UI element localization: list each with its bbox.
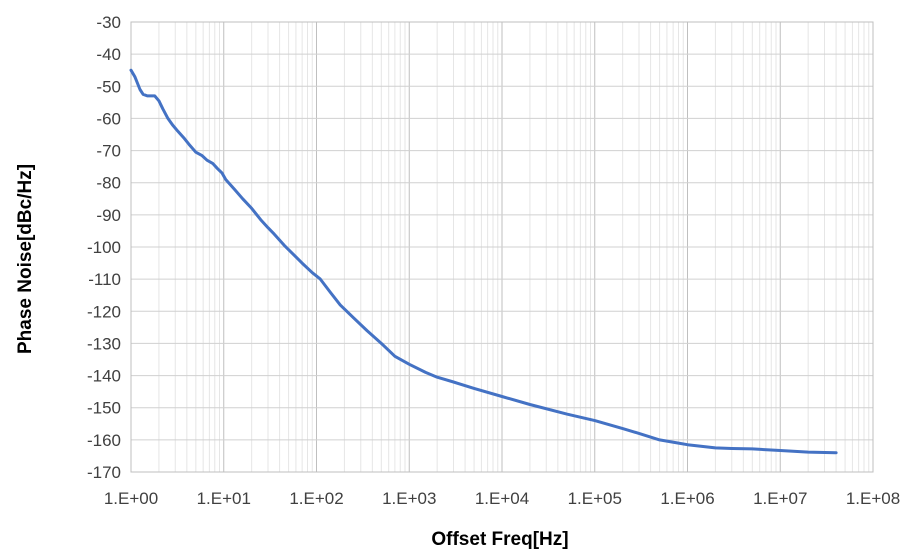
- x-tick-label: 1.E+05: [568, 489, 622, 508]
- y-axis-title: Phase Noise[dBc/Hz]: [15, 164, 36, 354]
- y-tick-label: -40: [96, 45, 121, 64]
- plot-border: [130, 21, 874, 473]
- y-tick-label: -150: [87, 399, 121, 418]
- x-tick-label: 1.E+00: [104, 489, 158, 508]
- y-tick-label: -30: [96, 13, 121, 32]
- y-tick-label: -120: [87, 302, 121, 321]
- x-tick-label: 1.E+04: [475, 489, 529, 508]
- y-tick-label: -90: [96, 206, 121, 225]
- x-tick-label: 1.E+01: [197, 489, 251, 508]
- y-tick-label: -80: [96, 174, 121, 193]
- y-tick-label: -170: [87, 463, 121, 482]
- y-tick-label: -100: [87, 238, 121, 257]
- y-tick-label: -140: [87, 367, 121, 386]
- y-tick-label: -50: [96, 77, 121, 96]
- major-gridlines: [130, 21, 874, 473]
- y-axis-tick-labels: -30 -40 -50 -60 -70 -80 -90 -100 -110 -120 -130 -14…: [87, 13, 121, 482]
- phase-noise-series-line: [129, 68, 838, 455]
- x-tick-label: 1.E+08: [846, 489, 900, 508]
- y-tick-label: -60: [96, 109, 121, 128]
- y-tick-label: -160: [87, 431, 121, 450]
- x-tick-label: 1.E+07: [753, 489, 807, 508]
- x-tick-label: 1.E+06: [660, 489, 714, 508]
- y-tick-label: -130: [87, 334, 121, 353]
- plot-area-border: [130, 21, 874, 473]
- x-axis-title: Offset Freq[Hz]: [431, 529, 568, 550]
- x-axis-tick-labels: 1.E+00 1.E+01 1.E+02 1.E+03 1.E+04 1.E+05 1.E+…: [104, 489, 900, 508]
- x-tick-label: 1.E+03: [382, 489, 436, 508]
- y-tick-label: -110: [88, 270, 121, 289]
- series-lines: [129, 68, 838, 455]
- y-tick-label: -70: [96, 142, 121, 161]
- x-tick-label: 1.E+02: [289, 489, 343, 508]
